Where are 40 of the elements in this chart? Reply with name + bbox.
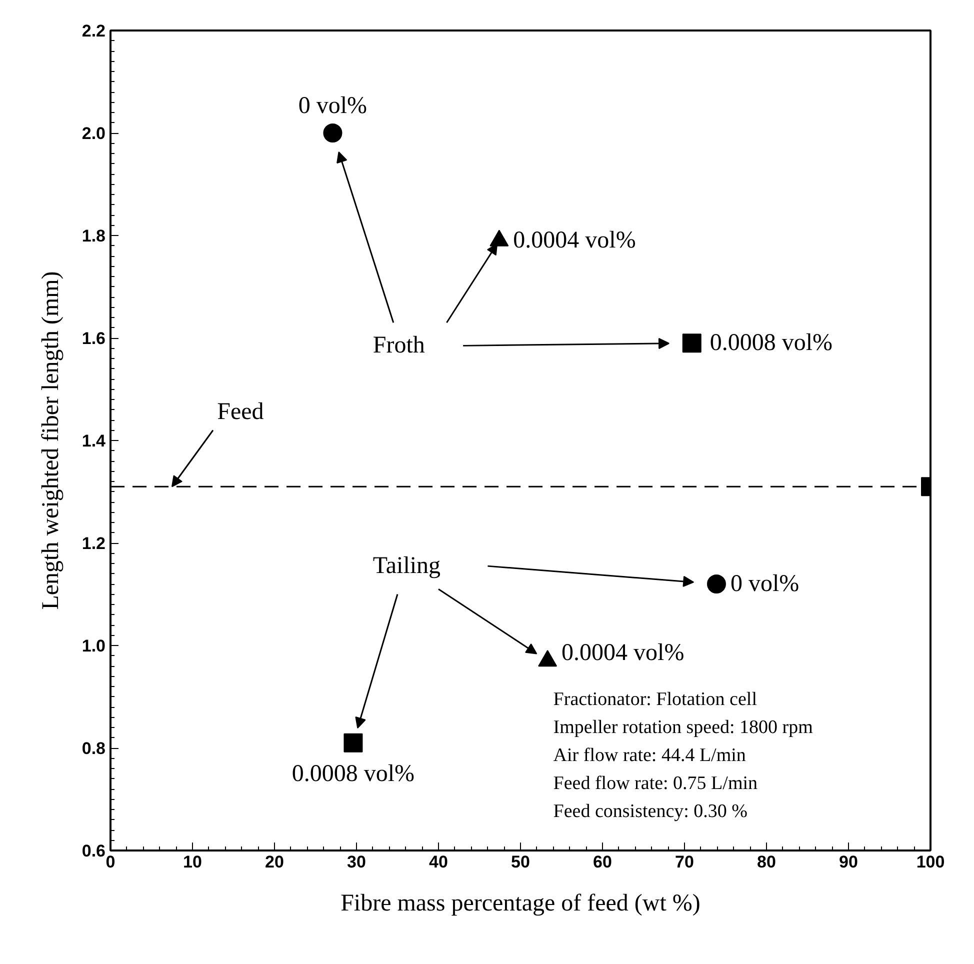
point xyxy=(682,334,702,353)
y-tick-label: 2.2 xyxy=(82,22,106,40)
x-tick-label: 30 xyxy=(347,852,366,872)
y-tick-label: 2.0 xyxy=(82,124,106,143)
ref-line-label: Feed xyxy=(217,399,264,426)
y-tick-label: 1.6 xyxy=(82,329,106,348)
annotation: 0.0004 vol% xyxy=(562,640,684,666)
x-tick-label: 70 xyxy=(675,852,694,872)
annotation: 0 vol% xyxy=(298,93,368,119)
x-axis-title: Fibre mass percentage of feed (wt %) xyxy=(340,890,700,916)
annotation: Fractionator: Flotation cell xyxy=(553,689,757,710)
y-tick-label: 0.6 xyxy=(82,842,106,860)
y-tick-label: 1.8 xyxy=(82,226,106,246)
y-tick-label: 1.4 xyxy=(82,432,106,450)
annotation: 0.0004 vol% xyxy=(513,228,636,254)
annotation: Feed consistency: 0.30 % xyxy=(553,801,748,822)
x-tick-label: 100 xyxy=(916,852,945,872)
x-tick-label: 0 xyxy=(106,852,116,872)
point xyxy=(323,124,342,142)
annotation: 0.0008 vol% xyxy=(710,330,833,356)
point xyxy=(706,574,726,594)
x-tick-label: 40 xyxy=(429,852,448,872)
annotation: Air flow rate: 44.4 L/min xyxy=(553,745,746,766)
x-tick-label: 80 xyxy=(757,852,776,872)
y-axis-title: Length weighted fiber length (mm) xyxy=(38,271,64,610)
annotation: Feed flow rate: 0.75 L/min xyxy=(553,773,758,794)
x-tick-label: 60 xyxy=(593,852,612,872)
annotation: Tailing xyxy=(372,552,441,579)
annotation: 0 vol% xyxy=(730,571,800,597)
y-tick-label: 1.2 xyxy=(82,534,106,553)
x-tick-label: 50 xyxy=(511,852,530,872)
annotation: 0.0008 vol% xyxy=(292,760,415,787)
annotation: Impeller rotation speed: 1800 rpm xyxy=(553,717,814,738)
x-tick-label: 90 xyxy=(839,852,858,872)
x-tick-label: 20 xyxy=(265,852,284,872)
x-tick-label: 10 xyxy=(183,852,202,872)
y-tick-label: 1.0 xyxy=(82,636,106,656)
point xyxy=(344,733,363,752)
annotation: Froth xyxy=(372,332,425,358)
y-tick-label: 0.8 xyxy=(82,739,106,758)
